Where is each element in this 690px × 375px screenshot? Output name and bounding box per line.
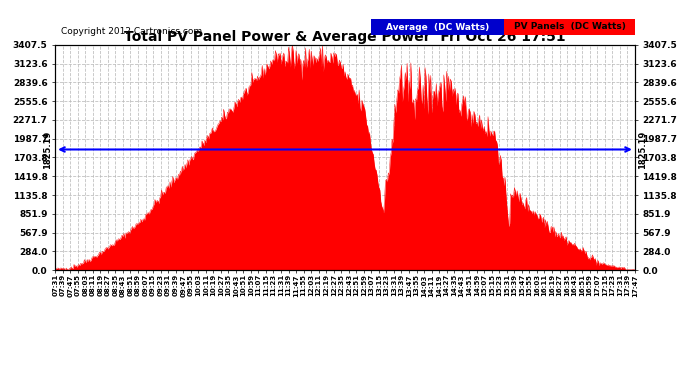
Text: 1825.19: 1825.19 [43,130,52,169]
FancyBboxPatch shape [504,19,635,35]
Text: 1825.19: 1825.19 [638,130,647,169]
Text: PV Panels  (DC Watts): PV Panels (DC Watts) [513,22,626,32]
Text: Average  (DC Watts): Average (DC Watts) [386,22,489,32]
FancyBboxPatch shape [371,19,504,35]
Title: Total PV Panel Power & Average Power  Fri Oct 26 17:51: Total PV Panel Power & Average Power Fri… [124,30,566,44]
Text: Copyright 2012 Cartronics.com: Copyright 2012 Cartronics.com [61,27,202,36]
